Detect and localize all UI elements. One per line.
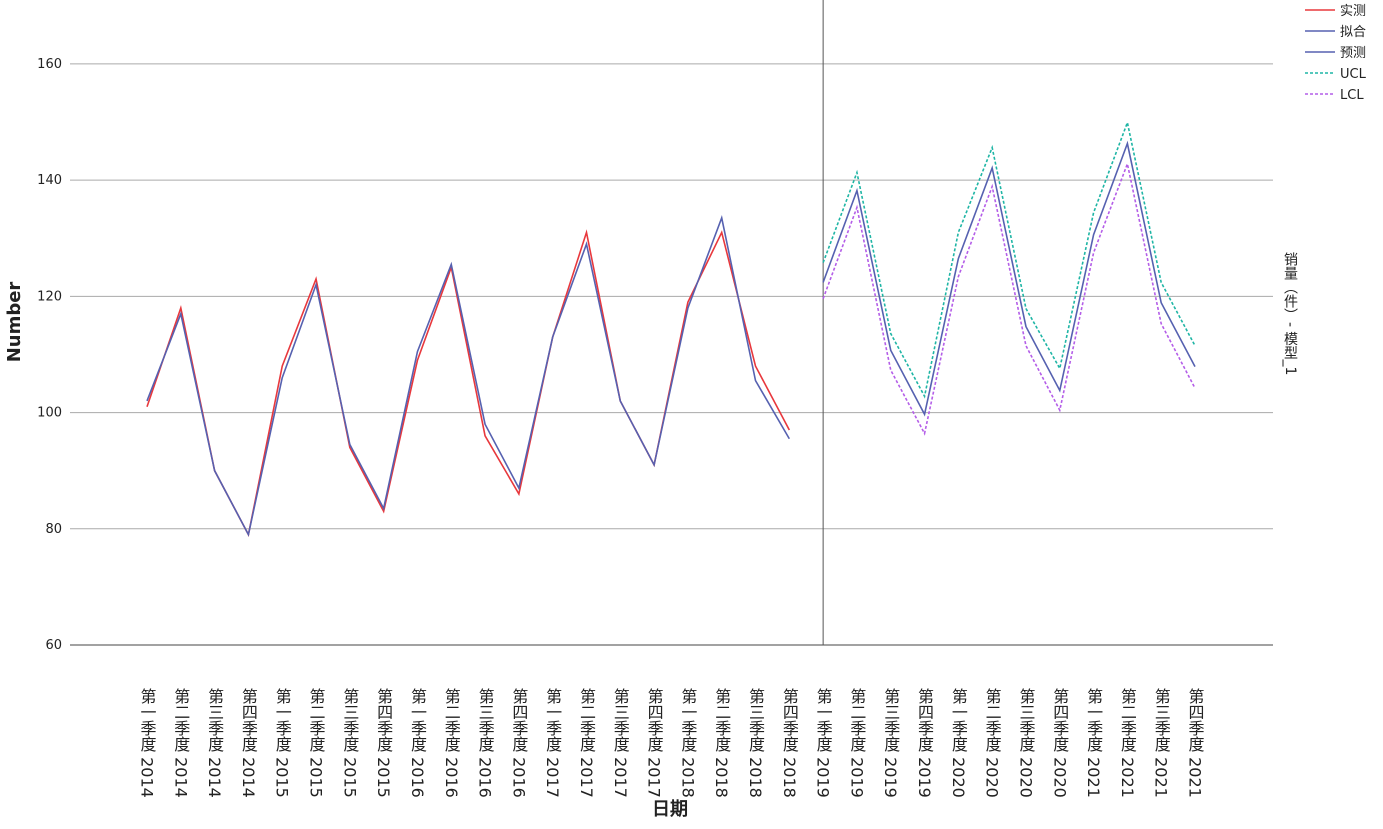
x-tick-label: 第一季度 2015: [273, 688, 292, 798]
x-tick-label: 第三季度 2017: [611, 688, 630, 798]
x-tick-label: 第四季度 2016: [509, 688, 528, 798]
x-tick-label: 第四季度 2014: [239, 688, 258, 798]
y-tick-label: 80: [45, 522, 62, 537]
x-axis-title: 日期: [652, 799, 688, 820]
x-tick-label: 第三季度 2019: [881, 688, 900, 798]
x-tick-label: 第二季度 2014: [171, 688, 190, 798]
y-tick-label: 120: [37, 289, 62, 304]
x-tick-label: 第三季度 2021: [1152, 688, 1171, 798]
x-tick-label: 第三季度 2015: [340, 688, 359, 798]
x-tick-label: 第四季度 2019: [915, 688, 934, 798]
x-tick-label: 第二季度 2019: [847, 688, 866, 798]
legend-label: 拟合: [1340, 25, 1366, 40]
x-tick-label: 第四季度 2017: [645, 688, 664, 798]
x-tick-label: 第三季度 2020: [1016, 688, 1035, 798]
y-tick-label: 100: [37, 406, 62, 421]
x-tick-label: 第一季度 2021: [1084, 688, 1103, 798]
x-tick-label: 第二季度 2021: [1118, 688, 1137, 798]
series-line: [822, 140, 1196, 417]
y-tick-label: 60: [45, 638, 62, 653]
x-tick-label: 第二季度 2020: [983, 688, 1002, 798]
x-tick-label: 第一季度 2019: [814, 688, 833, 798]
y-tick-label: 160: [37, 57, 62, 72]
series-line: [822, 119, 1196, 399]
legend-label: 预测: [1340, 46, 1366, 61]
series-line: [146, 215, 791, 537]
x-tick-label: 第三季度 2018: [746, 688, 765, 798]
legend-label: UCL: [1340, 67, 1367, 82]
legend-label: 实测: [1340, 4, 1366, 19]
x-tick-label: 第二季度 2017: [577, 688, 596, 798]
x-tick-label: 第一季度 2014: [138, 688, 157, 798]
x-tick-label: 第二季度 2018: [712, 688, 731, 798]
x-tick-label: 第一季度 2018: [678, 688, 697, 798]
x-tick-label: 第一季度 2017: [543, 688, 562, 798]
x-tick-label: 第四季度 2015: [374, 688, 393, 798]
y-tick-label: 140: [37, 173, 62, 188]
x-tick-label: 第二季度 2015: [307, 688, 326, 798]
x-tick-label: 第三季度 2016: [476, 688, 495, 798]
x-tick-label: 第四季度 2021: [1186, 688, 1205, 798]
series-line: [146, 229, 791, 537]
x-tick-label: 第二季度 2016: [442, 688, 461, 798]
x-tick-label: 第四季度 2020: [1050, 688, 1069, 798]
legend-label: LCL: [1340, 88, 1364, 103]
y-axis-title: Number: [4, 282, 25, 363]
x-tick-label: 第一季度 2016: [408, 688, 427, 798]
x-tick-label: 第一季度 2020: [949, 688, 968, 798]
x-tick-label: 第四季度 2018: [780, 688, 799, 798]
series-line: [822, 161, 1196, 436]
right-label: 销量（件）- 模型_1: [1282, 252, 1298, 375]
x-tick-label: 第三季度 2014: [205, 688, 224, 798]
